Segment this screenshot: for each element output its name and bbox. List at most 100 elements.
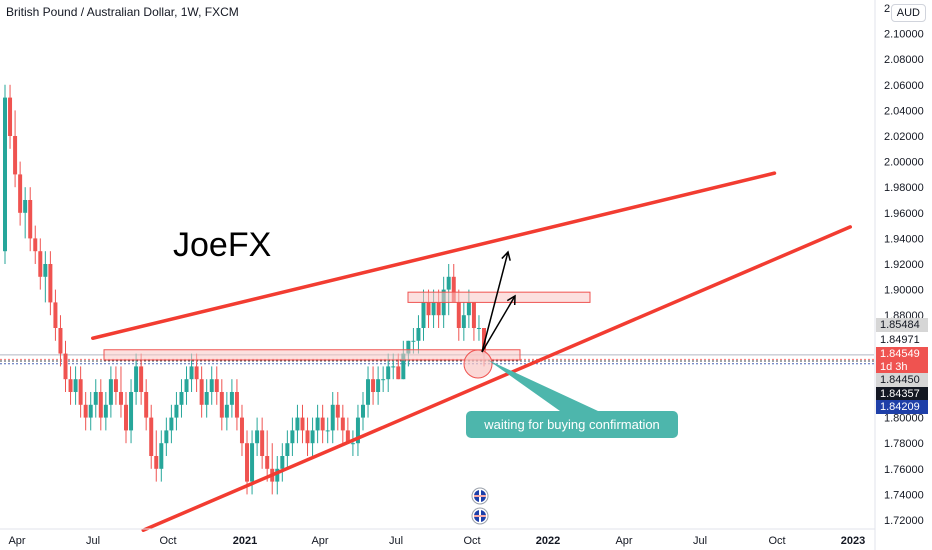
arrow-shaft <box>481 295 516 353</box>
candle-body <box>426 302 431 316</box>
currency-selector[interactable]: AUD <box>890 4 926 22</box>
candle-body <box>310 430 315 444</box>
time-tick-label: 2022 <box>536 535 560 547</box>
time-tick-label: Oct <box>463 535 480 547</box>
time-tick-label: Apr <box>311 535 328 547</box>
price-tick-label: 2.02000 <box>884 131 924 143</box>
candle-body <box>184 379 189 392</box>
candle-body <box>179 392 184 405</box>
price-tick-label: 1.72000 <box>884 515 924 527</box>
arrow-head <box>501 250 511 261</box>
candlestick-series <box>3 84 486 495</box>
candle-body <box>265 456 270 469</box>
candle-body <box>164 430 169 444</box>
candle-body <box>300 417 305 431</box>
candle <box>320 404 325 444</box>
candle-body <box>451 276 456 303</box>
trendlines <box>91 171 852 532</box>
candle <box>265 430 270 482</box>
support-zone <box>103 349 521 361</box>
time-tick-label: Apr <box>8 535 25 547</box>
candle <box>300 404 305 444</box>
candle <box>275 456 280 495</box>
candle <box>8 84 13 149</box>
candle-body <box>154 456 159 469</box>
candle-body <box>174 404 179 418</box>
candle-body <box>401 353 406 380</box>
candle-body <box>144 392 149 418</box>
candle <box>88 392 93 431</box>
price-tick-label: 1.74000 <box>884 489 924 501</box>
price-tick-label: 1.80000 <box>884 413 924 425</box>
price-tick-label: 1.78000 <box>884 438 924 450</box>
candle-body <box>315 417 320 431</box>
candle <box>43 251 48 303</box>
buy-area-circle <box>463 349 493 379</box>
candle <box>23 187 28 239</box>
candle <box>214 366 219 405</box>
candle-body <box>446 276 451 290</box>
candle <box>3 84 7 264</box>
candle-body <box>239 417 244 444</box>
candle <box>68 366 73 405</box>
candle-body <box>386 366 391 380</box>
candle-body <box>280 456 285 469</box>
price-label: 1.84209 <box>876 400 928 414</box>
candle-body <box>391 366 396 368</box>
candle <box>471 302 476 341</box>
candle-body <box>355 417 360 444</box>
candle <box>154 430 159 482</box>
candle-body <box>88 404 93 418</box>
candle-body <box>335 404 340 418</box>
candle-body <box>290 430 295 444</box>
candle-body <box>471 302 476 328</box>
candle-body <box>371 379 376 392</box>
candle <box>446 264 451 316</box>
candle <box>325 417 330 444</box>
candle-body <box>366 379 371 405</box>
price-label: 1.84357 <box>876 387 928 401</box>
candle <box>219 379 224 431</box>
candle <box>255 417 260 456</box>
time-tick-label: Jul <box>693 535 707 547</box>
candle-body <box>345 430 350 444</box>
candle <box>366 366 371 418</box>
candle-body <box>456 302 461 328</box>
candle <box>234 379 239 431</box>
candle <box>285 430 290 469</box>
event-flags[interactable] <box>471 487 489 525</box>
candle <box>118 366 123 418</box>
callout-note[interactable]: waiting for buying confirmation <box>466 411 678 438</box>
candle-body <box>461 315 466 328</box>
candle <box>78 366 83 418</box>
price-axis[interactable]: 2.120002.100002.080002.060002.040002.020… <box>874 0 924 550</box>
price-tick-label: 1.92000 <box>884 259 924 271</box>
candle-body <box>219 392 224 418</box>
candle <box>310 417 315 456</box>
candle-body <box>108 379 113 405</box>
candle <box>461 302 466 341</box>
time-tick-label: Jul <box>86 535 100 547</box>
candle <box>224 392 229 431</box>
candle-body <box>330 404 335 431</box>
candle <box>103 392 108 431</box>
candle-body <box>245 443 250 482</box>
candle <box>184 366 189 405</box>
candle <box>48 251 53 316</box>
price-tick-label: 2.04000 <box>884 105 924 117</box>
candle <box>18 161 23 226</box>
candle-body <box>28 200 33 239</box>
candle <box>371 366 376 405</box>
candle-body <box>411 340 416 342</box>
lower-trendline <box>141 225 852 532</box>
candle <box>73 366 78 405</box>
candle-body <box>93 392 98 405</box>
time-axis[interactable]: Apr Jul Oct 2021 Apr Jul Oct 2022 Apr Jul Oct 2023 <box>0 528 875 547</box>
candle <box>330 392 335 444</box>
price-label: 1.84971 <box>876 333 928 347</box>
time-tick-label: Apr <box>615 535 632 547</box>
candle-body <box>482 328 486 354</box>
candle-body <box>431 302 436 316</box>
price-label: 1.84450 <box>876 373 928 387</box>
